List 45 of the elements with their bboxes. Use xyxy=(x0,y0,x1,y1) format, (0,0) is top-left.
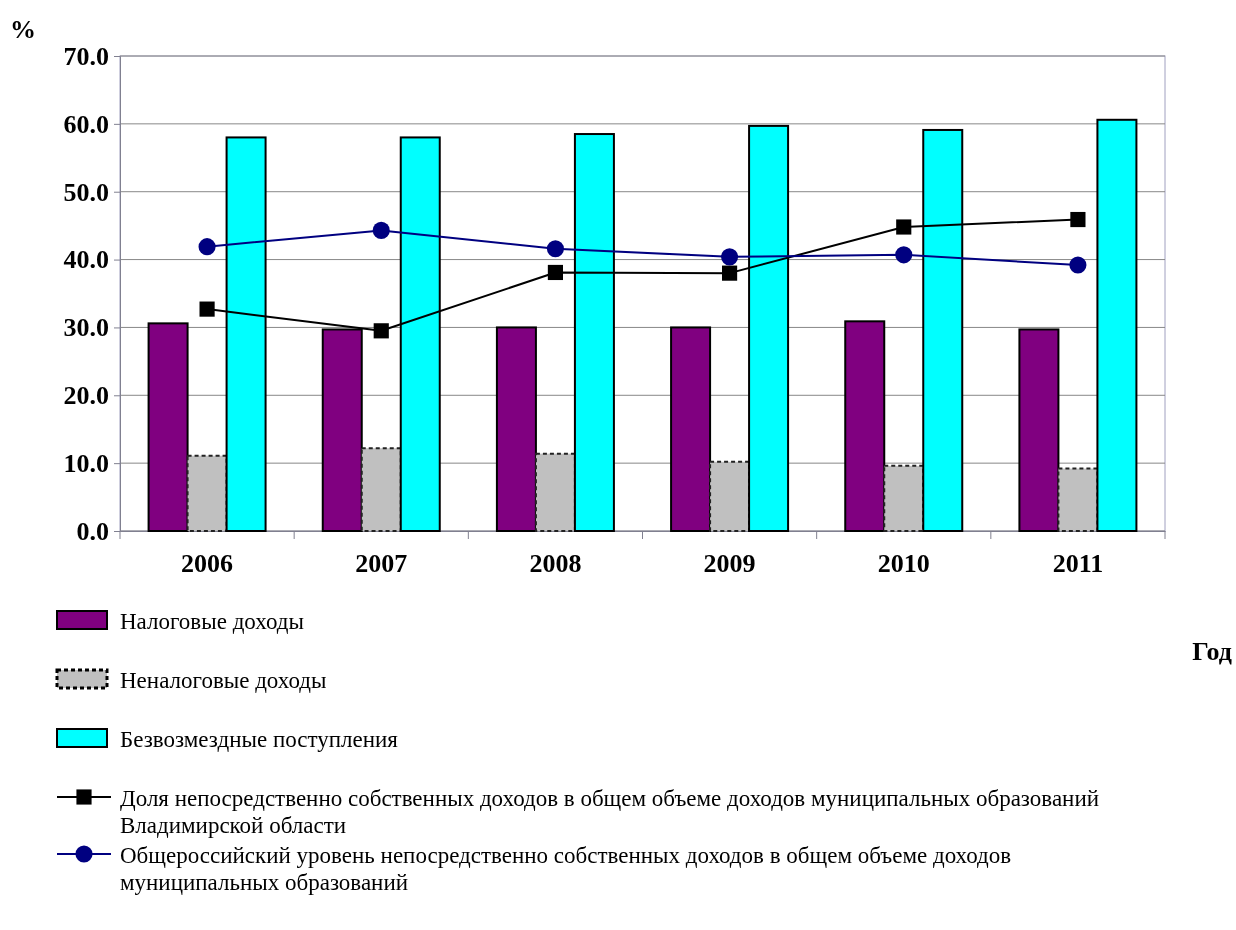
x-tick-label: 2008 xyxy=(529,549,582,578)
bar xyxy=(534,452,576,532)
point xyxy=(198,238,216,256)
legend-label: Доля непосредственно собственных доходов в общем объеме доходов муниципальных образований Владимирской области xyxy=(120,786,1100,838)
bar xyxy=(186,454,228,532)
bar xyxy=(360,447,402,532)
bar xyxy=(1018,328,1060,532)
point xyxy=(721,248,739,266)
y-tick-label: 40.0 xyxy=(63,245,109,275)
bar xyxy=(495,326,537,532)
x-tick-label: 2009 xyxy=(703,549,756,578)
x-tick-label: 2006 xyxy=(181,549,234,578)
y-axis-title: % xyxy=(10,15,36,44)
bar xyxy=(844,320,886,532)
y-tick-label: 60.0 xyxy=(63,109,109,139)
bar xyxy=(709,460,751,532)
y-tick-label: 0.0 xyxy=(76,516,109,546)
x-tick-label: 2011 xyxy=(1052,549,1104,578)
point xyxy=(895,246,913,264)
bar xyxy=(147,322,189,532)
point xyxy=(1069,256,1087,274)
y-tick-label: 20.0 xyxy=(63,381,109,411)
y-tick-label: 70.0 xyxy=(63,41,109,71)
x-tick-label: 2010 xyxy=(877,549,930,578)
y-tick-label: 10.0 xyxy=(63,448,109,478)
point xyxy=(372,221,390,239)
legend-label: Неналоговые доходы xyxy=(120,668,327,693)
point xyxy=(546,240,564,258)
point xyxy=(199,301,215,317)
point xyxy=(547,264,563,281)
point xyxy=(722,265,738,281)
legend-label: Безвозмездные поступления xyxy=(120,727,399,752)
legend-label: Общероссийский уровень непосредственно собственных доходов в общем объеме доходов муниципальных образований xyxy=(120,843,1012,895)
x-tick-label: 2007 xyxy=(355,549,408,578)
y-tick-label: 50.0 xyxy=(63,177,109,207)
bar xyxy=(883,464,925,532)
bar xyxy=(1096,118,1138,532)
bar xyxy=(670,326,712,532)
y-tick-label: 30.0 xyxy=(63,313,109,343)
point xyxy=(896,219,912,235)
point xyxy=(1070,211,1086,228)
bar xyxy=(1057,467,1099,532)
point xyxy=(373,323,389,339)
legend-label: Налоговые доходы xyxy=(120,609,304,634)
x-axis-title: Год xyxy=(1192,637,1232,666)
